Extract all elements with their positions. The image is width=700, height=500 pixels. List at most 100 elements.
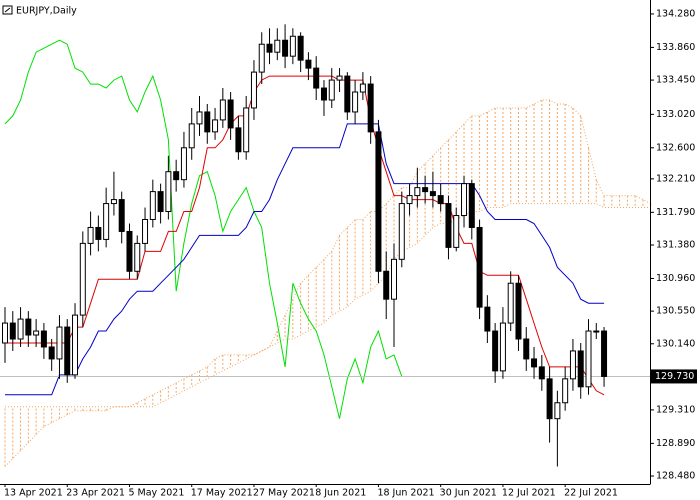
candle-body	[492, 330, 499, 372]
candle-body	[328, 79, 335, 101]
candle-body	[468, 183, 475, 228]
candle-body	[118, 199, 125, 232]
y-tick-label: 130.960	[656, 273, 695, 284]
candle-body	[484, 306, 491, 332]
chart-title: EURJPY,Daily	[16, 6, 77, 17]
candle-body	[367, 83, 374, 133]
candle-body	[593, 330, 600, 333]
candle-body	[461, 183, 468, 217]
x-tick-label: 18 Jun 2021	[377, 488, 434, 499]
candle-body	[87, 226, 94, 244]
y-tick-label: 133.020	[656, 109, 695, 120]
icon-frame	[2, 5, 13, 15]
last-price-box	[651, 369, 697, 384]
candle-body	[196, 111, 203, 125]
x-tick-label: 5 May 2021	[128, 488, 184, 499]
candle-body	[204, 111, 211, 133]
candle-body	[243, 107, 250, 153]
candle-body	[336, 75, 343, 81]
candle-body	[188, 123, 195, 149]
candle-body	[56, 326, 63, 360]
candle-body	[2, 322, 8, 344]
icon-stroke	[4, 7, 11, 13]
candle-body	[320, 87, 327, 101]
candle-body	[437, 195, 444, 205]
candle-body	[219, 99, 226, 121]
candle-body	[538, 366, 545, 380]
chikou-span-line	[4, 39, 403, 419]
y-tick-label: 128.890	[656, 438, 695, 449]
candle-body	[25, 318, 32, 336]
symbol-icon	[2, 5, 13, 15]
candle-body	[282, 39, 289, 57]
y-tick-label: 129.310	[656, 404, 695, 415]
last-price-label: 129.730	[655, 371, 694, 382]
candle-body	[227, 99, 234, 129]
candle-body	[289, 35, 296, 57]
candle-body	[72, 314, 79, 376]
y-tick-label: 131.790	[656, 207, 695, 218]
candle-body	[79, 242, 86, 316]
candle-body	[95, 226, 102, 240]
candle-body	[126, 230, 133, 272]
candle-body	[250, 71, 257, 109]
candle-body	[445, 203, 452, 248]
candle-body	[173, 171, 180, 181]
candle-body	[569, 350, 576, 380]
kijun-sen-line	[5, 123, 605, 396]
x-tick-label: 12 Jul 2021	[502, 488, 556, 499]
candle-body	[142, 218, 149, 244]
y-tick-label: 132.600	[656, 142, 695, 153]
candle-body	[64, 326, 71, 376]
y-tick-label: 128.480	[656, 471, 695, 482]
candle-body	[562, 378, 569, 404]
candle-body	[180, 147, 187, 181]
candle-body	[274, 39, 281, 53]
candle-body	[103, 203, 110, 240]
candle-body	[258, 43, 265, 73]
y-tick-label: 133.860	[656, 42, 695, 53]
x-tick-label: 23 Apr 2021	[66, 488, 125, 499]
candle-body	[453, 215, 460, 248]
candle-layer	[2, 24, 608, 467]
candle-body	[531, 358, 538, 368]
candle-body	[523, 338, 530, 360]
candle-body	[33, 330, 40, 336]
y-tick-label: 134.280	[656, 8, 695, 19]
x-tick-label: 17 May 2021	[191, 488, 253, 499]
candle-body	[165, 171, 172, 213]
candle-body	[422, 187, 429, 193]
x-tick-label: 30 Jun 2021	[440, 488, 497, 499]
candle-body	[266, 43, 273, 53]
candle-body	[235, 127, 242, 153]
candle-body	[212, 119, 219, 133]
span-a-line	[4, 99, 651, 467]
candle-body	[110, 199, 117, 205]
candle-body	[499, 322, 506, 372]
candle-body	[375, 131, 382, 272]
candle-body	[297, 35, 304, 61]
candle-body	[585, 330, 592, 388]
candle-body	[414, 187, 421, 197]
candle-body	[352, 91, 359, 113]
candle-body	[344, 75, 351, 113]
candle-body	[554, 402, 561, 420]
candle-body	[305, 59, 312, 69]
candle-body	[134, 242, 141, 272]
tenkan-sen-line	[5, 75, 605, 396]
candle-body	[157, 191, 164, 213]
x-tick-label: 27 May 2021	[253, 488, 315, 499]
x-tick-label: 22 Jul 2021	[564, 488, 618, 499]
candle-body	[515, 282, 522, 340]
candle-body	[149, 191, 156, 220]
candle-body	[476, 226, 483, 308]
x-tick-label: 8 Jun 2021	[315, 488, 366, 499]
candle-body	[391, 258, 397, 300]
candle-body	[383, 270, 390, 300]
candle-body	[546, 378, 553, 420]
candle-body	[406, 195, 413, 205]
cloud-layer	[4, 99, 652, 467]
